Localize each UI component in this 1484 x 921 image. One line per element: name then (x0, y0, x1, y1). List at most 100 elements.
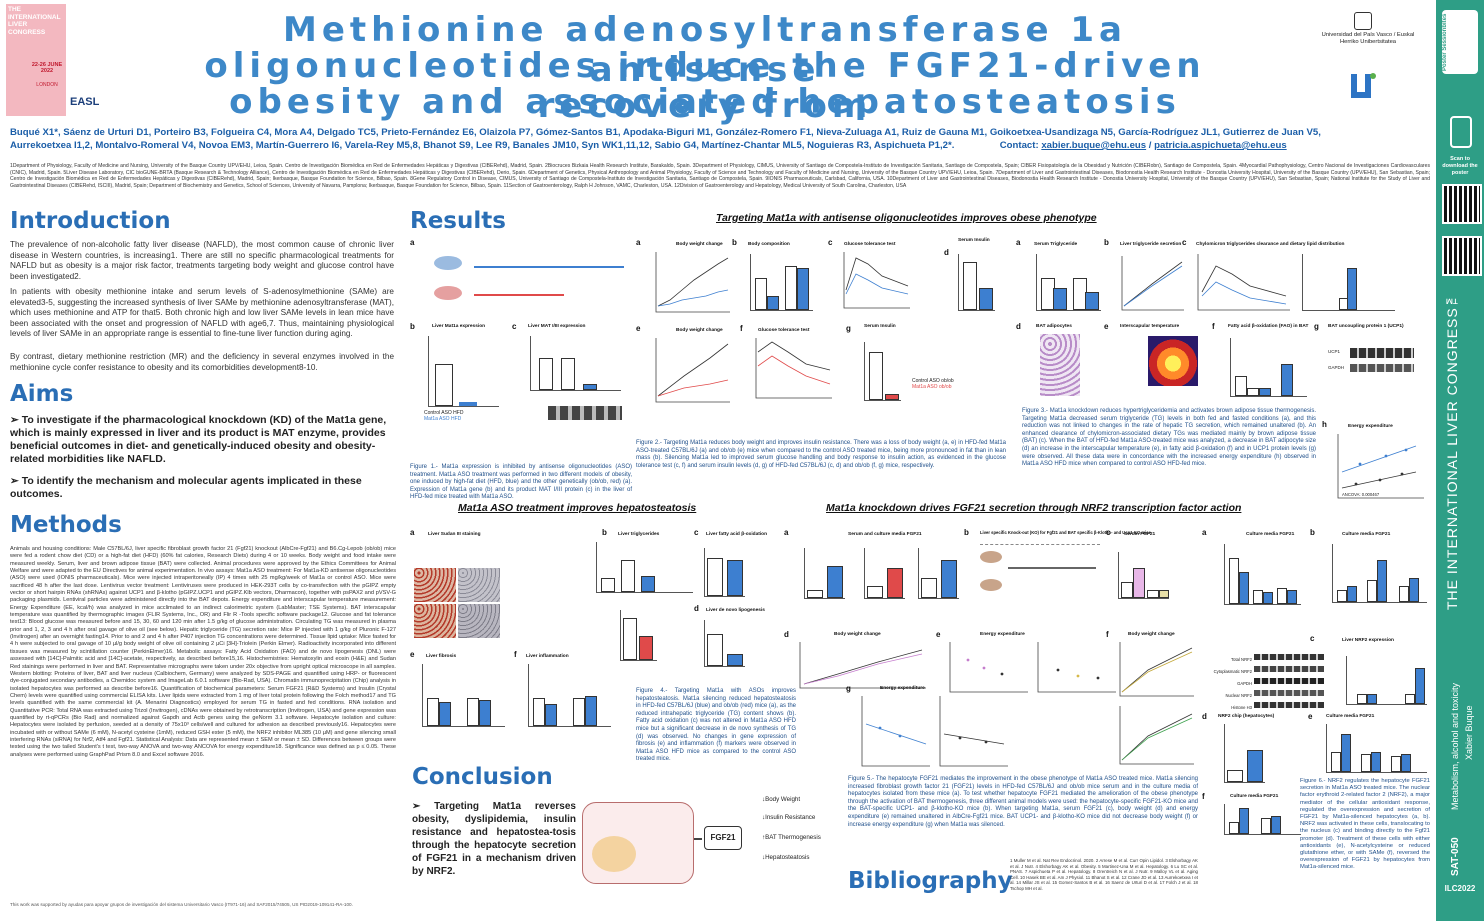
fig2-label-e: e (636, 324, 641, 333)
fig3g-row-label: UCP1 (1328, 349, 1341, 354)
fig2b-title: Body composition (748, 242, 790, 247)
fig6c-blots (1254, 650, 1324, 714)
fig4e-title: Liver fibrosis (426, 654, 457, 659)
introduction-heading: Introduction (10, 208, 171, 234)
fig3h: h Energy expenditure ANCOVA: 0.000467 (1322, 420, 1430, 510)
fig5a-plot (804, 548, 845, 599)
figure-5: a Serum and culture media FGF21 b Liver … (784, 528, 1198, 772)
fig5a-media-plot (918, 548, 959, 599)
intro-paragraph-2: In patients with obesity methionine inta… (10, 287, 394, 338)
fig5a-title: Serum and culture media FGF21 (848, 532, 922, 537)
author-vertical: Xabier Buque (1464, 705, 1474, 760)
bat-histology-image (1040, 334, 1080, 396)
qr-code-icon[interactable] (1442, 184, 1482, 224)
fig6-label-d: d (1202, 712, 1207, 721)
chart-bar (755, 278, 767, 310)
chart-bar (1287, 590, 1297, 604)
blot-row-label: GAPDH (1237, 681, 1252, 686)
thermal-image (1148, 336, 1198, 386)
fig3c-line-chart (1197, 254, 1290, 311)
poster-brand: Poster Sessionbites (1442, 10, 1478, 74)
chart-bar (1263, 592, 1273, 604)
fig6a-plot (1224, 544, 1301, 605)
university-name: Universidad del País Vasco / Euskal Herr… (1321, 32, 1415, 45)
fig3a-title: Serum Triglyceride (1034, 242, 1078, 247)
fig6-label-b: b (1310, 528, 1315, 537)
chart-bar (623, 618, 637, 660)
up-arrow-icon: ↑ (762, 834, 766, 841)
legend-label: Control ASO HFD (424, 410, 464, 416)
blot-row-label: Total NRF2 (1231, 657, 1252, 662)
fig4e-plot (422, 664, 505, 727)
fig2-label-g: g (846, 324, 851, 333)
chart-bar (601, 578, 615, 592)
chart-bar (1271, 816, 1281, 834)
fig5-label-g: g (846, 684, 851, 693)
fig3e-title: Interscapular temperature (1120, 324, 1180, 329)
liver-sudan-image (414, 604, 456, 638)
fig4-label-f: f (514, 650, 517, 659)
fig3-caption: Figure 3.- Mat1a knockdown reduces hyper… (1022, 408, 1316, 468)
down-arrow-icon: ↓ (762, 796, 766, 803)
funding-footer: This work was supported by ayudas para a… (10, 902, 353, 907)
chart-bar (921, 578, 937, 598)
outcome-label: Hepatosteatosis (765, 854, 810, 861)
chart-bar (467, 698, 479, 726)
fig3-label-f: f (1212, 322, 1215, 331)
fig3d-title: BAT adipocytes (1036, 324, 1072, 329)
liver-sudan-image (458, 568, 500, 602)
chart-bar (639, 636, 653, 660)
liver-sudan-image (458, 604, 500, 638)
contact-email-link-2[interactable]: patricia.aspichueta@ehu.eus (1154, 140, 1287, 151)
university-logo: Universidad del País Vasco / Euskal Herr… (1318, 12, 1418, 56)
qr-code-icon-2[interactable] (1442, 236, 1482, 276)
fig3c-title: Chylomicron triglycerides clearance and … (1196, 242, 1345, 247)
fig3g-title: BAT uncoupling protein 1 (UCP1) (1328, 324, 1404, 329)
fig3-label-h: h (1322, 420, 1327, 429)
contact-email-link-1[interactable]: xabier.buque@ehu.eus (1041, 140, 1147, 151)
fig3h-stat: ANCOVA: 0.000467 (1342, 492, 1380, 497)
fig2b-plot (750, 254, 813, 311)
fig5-label-a: a (784, 528, 789, 537)
chart-bar (1053, 288, 1067, 310)
fig4d-title: Liver de novo lipogenesis (706, 608, 765, 613)
outcome-steatosis: ↓Hepatosteatosis (762, 854, 809, 861)
fig4-label-b: b (602, 528, 607, 537)
fig4-caption: Figure 4.- Targeting Mat1a with ASOs imp… (636, 688, 796, 763)
poster-title-line-1: Methionine adenosyltransferase 1a antise… (283, 10, 1127, 90)
chart-bar (1371, 752, 1381, 772)
chart-bar (439, 702, 451, 726)
fig6b-title: Culture media FGF21 (1342, 532, 1391, 537)
fig4-label-c: c (694, 528, 699, 537)
figure-6: a Culture media FGF21 b Culture media FG… (1202, 528, 1432, 835)
fig2c-title: Glucose tolerance test (844, 242, 896, 247)
chart-bar (1401, 754, 1411, 772)
fig5b-schematic (980, 544, 1100, 601)
chart-bar (1159, 590, 1169, 598)
fig4f-plot (528, 664, 611, 727)
western-blot (1254, 654, 1324, 660)
fig5-label-f: f (1106, 630, 1109, 639)
chart-bar (887, 568, 903, 598)
fig3f-title: Fatty acid β-oxidation (FAO) in BAT (1228, 324, 1309, 329)
chart-bar (427, 698, 439, 726)
poster-sidebar: Poster Sessionbites Scan to download the… (1436, 0, 1484, 921)
mouse-icon (434, 256, 462, 270)
institute-logo-icon (1345, 68, 1379, 102)
outcome-insulin: ↓Insulin Resistance (762, 814, 815, 821)
chart-bar (885, 394, 899, 400)
fig6b-plot (1332, 544, 1427, 603)
outcome-bat: ↑BAT Thermogenesis (762, 834, 821, 841)
conclusion-heading: Conclusion (412, 764, 553, 790)
congress-logo-text: THE INTERNATIONAL LIVER CONGRESS (8, 6, 61, 36)
fig2e-title: Body weight change (676, 328, 723, 333)
fig6e-title: Culture media FGF21 (1326, 714, 1375, 719)
fig6c-row-labels: Total NRF2 Cytoplasmatic NRF2 GAPDH Nucl… (1202, 654, 1252, 714)
fig3-label-g: g (1314, 322, 1319, 331)
results-heading: Results (410, 208, 506, 234)
chart-bar (1405, 694, 1415, 704)
chart-bar (963, 262, 977, 310)
fig3-label-c: c (1182, 238, 1187, 247)
fig3h-title: Energy expenditure (1348, 424, 1393, 429)
methods-text: Animals and housing conditions: Male C57… (10, 546, 396, 758)
